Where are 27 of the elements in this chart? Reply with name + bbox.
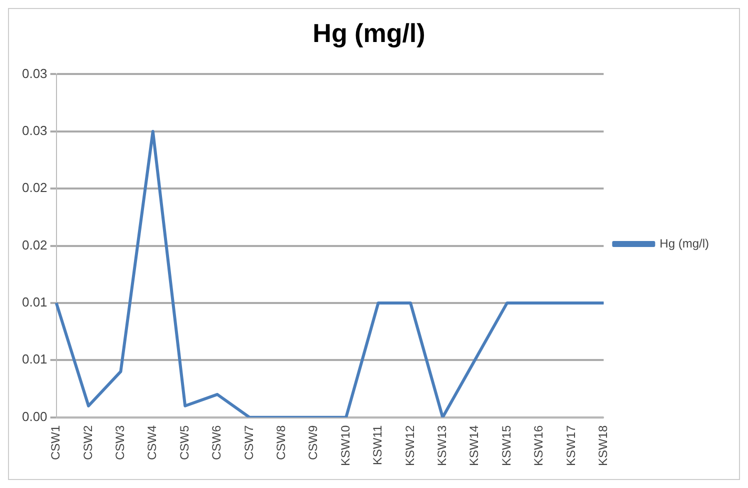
x-tick-label: CSW5 xyxy=(177,424,192,460)
y-tick-label: 0.01 xyxy=(22,294,48,310)
legend-label: Hg (mg/l) xyxy=(660,236,710,250)
x-tick-label: CSW1 xyxy=(48,424,63,460)
y-tick-label: 0.02 xyxy=(22,180,48,196)
chart-title: Hg (mg/l) xyxy=(312,18,426,48)
y-tick-label: 0.00 xyxy=(22,408,48,424)
x-tick-label: KSW12 xyxy=(402,425,417,466)
x-tick-label: KSW14 xyxy=(467,425,482,466)
x-tick-label: KSW11 xyxy=(370,425,385,466)
x-tick-label: CSW6 xyxy=(210,424,224,460)
y-tick-label: 0.02 xyxy=(22,237,48,252)
y-tick-label: 0.03 xyxy=(22,122,48,138)
x-tick-label: KSW16 xyxy=(532,425,546,466)
x-tick-label: CSW9 xyxy=(306,424,320,460)
x-tick-label: KSW15 xyxy=(499,425,514,466)
x-tick-label: CSW2 xyxy=(80,424,95,460)
x-tick-label: CSW7 xyxy=(242,424,256,460)
x-tick-label: KSW18 xyxy=(596,425,610,466)
x-tick-label: KSW17 xyxy=(564,425,578,466)
y-tick-label: 0.03 xyxy=(22,66,48,81)
x-tick-label: CSW8 xyxy=(274,424,288,460)
x-tick-label: CSW3 xyxy=(113,424,128,460)
x-tick-label: KSW13 xyxy=(434,425,449,466)
x-tick-label: CSW4 xyxy=(145,424,160,460)
y-tick-label: 0.01 xyxy=(22,352,48,367)
x-tick-label: KSW10 xyxy=(338,425,352,466)
